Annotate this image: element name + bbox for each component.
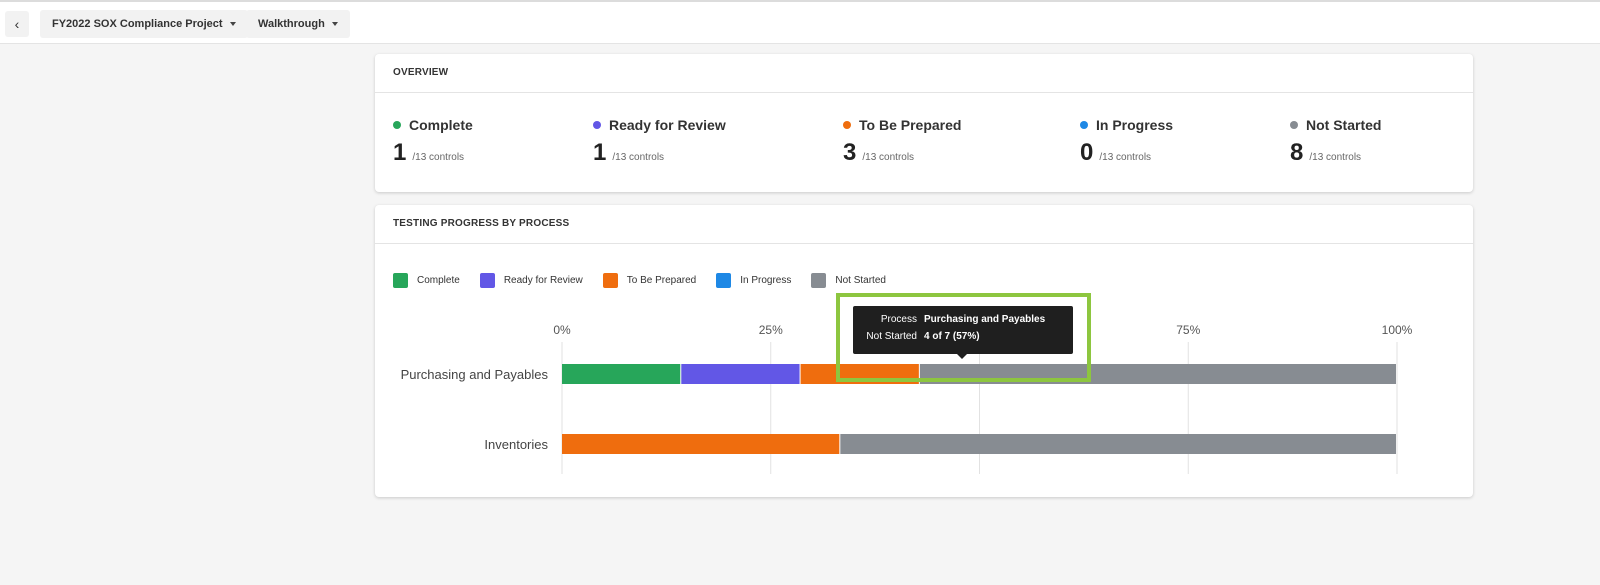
stat-to-be-prepared: To Be Prepared 3/13 controls xyxy=(843,117,961,167)
stat-value: 0 xyxy=(1080,139,1094,166)
tooltip-value-status: 4 of 7 (57%) xyxy=(924,331,980,342)
stat-value: 3 xyxy=(843,139,857,166)
highlight-box xyxy=(836,293,1091,382)
overview-card: OVERVIEW Complete 1/13 controls Ready for … xyxy=(375,54,1473,192)
legend-label: In Progress xyxy=(740,275,792,286)
tooltip-key-process: Process xyxy=(880,314,917,325)
category-label: Purchasing and Payables xyxy=(401,367,549,382)
stat-not-started: Not Started 8/13 controls xyxy=(1290,117,1381,167)
phase-dropdown-label: Walkthrough xyxy=(258,18,325,30)
stat-in-progress: In Progress 0/13 controls xyxy=(1080,117,1173,167)
tooltip-key-status: Not Started xyxy=(866,331,917,342)
stat-total: /13 controls xyxy=(1309,152,1362,163)
legend-swatch xyxy=(479,273,495,288)
x-tick-label: 100% xyxy=(1382,323,1413,337)
legend-item-complete[interactable]: Complete xyxy=(393,273,460,288)
stat-ready-for-review: Ready for Review 1/13 controls xyxy=(593,117,726,167)
project-dropdown-label: FY2022 SOX Compliance Project xyxy=(52,18,223,30)
stat-label: In Progress xyxy=(1096,117,1174,133)
stat-value: 1 xyxy=(393,139,407,166)
back-button[interactable]: ‹ xyxy=(5,11,29,37)
caret-down-icon xyxy=(229,22,236,26)
category-label: Inventories xyxy=(484,437,548,452)
legend-item-in-progress[interactable]: In Progress xyxy=(716,273,791,288)
status-dot-icon xyxy=(393,121,401,129)
legend-label: Not Started xyxy=(835,275,886,286)
legend-swatch xyxy=(811,273,827,288)
bar-to-be-prepared xyxy=(562,434,840,454)
stat-label: Ready for Review xyxy=(609,117,726,133)
stat-total: /13 controls xyxy=(862,152,915,163)
legend-label: Ready for Review xyxy=(503,275,583,286)
overview-title: OVERVIEW xyxy=(375,54,1473,93)
tooltip-value-process: Purchasing and Payables xyxy=(924,314,1046,325)
chevron-left-icon: ‹ xyxy=(14,16,20,32)
legend-item-not-started[interactable]: Not Started xyxy=(811,273,886,288)
top-bar: ‹ FY2022 SOX Compliance Project Walkthro… xyxy=(0,0,1600,44)
legend-swatch xyxy=(393,273,408,288)
bar-ready-for-review xyxy=(681,364,800,384)
testing-progress-title: TESTING PROGRESS BY PROCESS xyxy=(375,205,1473,244)
stat-label: Not Started xyxy=(1306,117,1382,133)
legend-swatch xyxy=(602,273,618,288)
project-dropdown[interactable]: FY2022 SOX Compliance Project xyxy=(40,10,248,38)
x-tick-label: 25% xyxy=(759,323,783,337)
legend-item-to-be-prepared[interactable]: To Be Prepared xyxy=(602,273,697,288)
status-dot-icon xyxy=(1080,121,1088,129)
stat-label: To Be Prepared xyxy=(859,117,962,133)
chart-legend: Complete Ready for Review To Be Prepared In… xyxy=(393,273,906,288)
x-tick-label: 0% xyxy=(553,323,571,337)
legend-swatch xyxy=(716,273,732,288)
phase-dropdown[interactable]: Walkthrough xyxy=(246,10,350,38)
stat-total: /13 controls xyxy=(1099,152,1152,163)
legend-item-ready-for-review[interactable]: Ready for Review xyxy=(479,273,583,288)
caret-down-icon xyxy=(331,22,338,26)
stat-label: Complete xyxy=(409,117,473,133)
stat-total: /13 controls xyxy=(612,152,665,163)
stat-value: 1 xyxy=(593,139,607,166)
chart-tooltip: Process Purchasing and Payables Not Star… xyxy=(853,306,1073,359)
status-dot-icon xyxy=(843,121,851,129)
bar-not-started xyxy=(840,434,1396,454)
legend-label: Complete xyxy=(417,275,460,286)
stat-complete: Complete 1/13 controls xyxy=(393,117,473,167)
x-tick-label: 75% xyxy=(1176,323,1200,337)
stat-value: 8 xyxy=(1290,139,1304,166)
status-dot-icon xyxy=(1290,121,1298,129)
stat-total: /13 controls xyxy=(412,152,465,163)
status-dot-icon xyxy=(593,121,601,129)
legend-label: To Be Prepared xyxy=(626,275,697,286)
bar-complete xyxy=(562,364,681,384)
